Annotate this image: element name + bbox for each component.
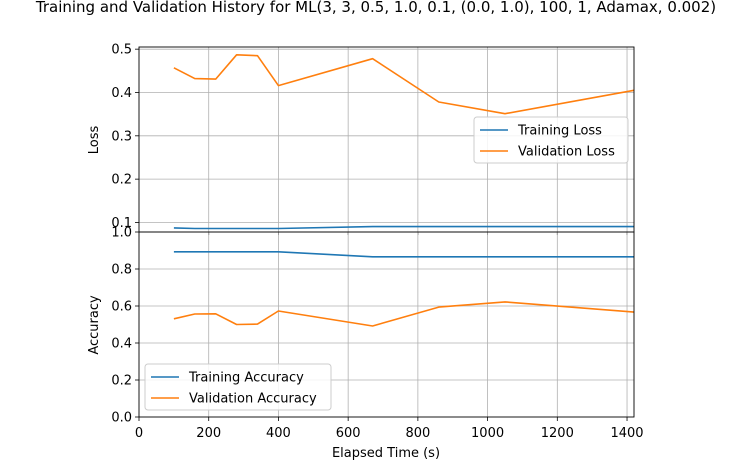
loss-legend-entry: Training Loss	[517, 124, 602, 139]
x-tick-label: 0	[135, 426, 143, 441]
loss-panel: 0.1 0.2 0.3 0.4 0.5 Loss Training Loss Valida…	[87, 43, 635, 235]
x-tick-label: 800	[405, 426, 430, 441]
loss-y-axis-label: Loss	[87, 126, 102, 155]
loss-y-tick-label: 0.1	[111, 216, 132, 231]
acc-y-tick-label: 0.0	[111, 411, 132, 426]
acc-y-tick-label: 0.4	[111, 337, 132, 352]
loss-y-tick-label: 0.3	[111, 129, 132, 144]
x-tick-label: 600	[336, 426, 361, 441]
x-tick-label: 200	[196, 426, 221, 441]
accuracy-legend: Training Accuracy Validation Accuracy	[144, 363, 332, 411]
loss-legend: Training Loss Validation Loss	[473, 116, 629, 164]
acc-y-tick-label: 0.2	[111, 374, 132, 389]
x-axis-label: Elapsed Time (s)	[332, 446, 440, 460]
acc-y-tick-label: 0.8	[111, 263, 132, 278]
acc-plot-frame	[138, 231, 635, 418]
loss-line-training-loss	[173, 225, 634, 230]
x-tick-label: 1200	[541, 426, 574, 441]
x-tick-label: 1400	[610, 426, 643, 441]
accuracy-y-axis-label: Accuracy	[87, 295, 102, 355]
acc-legend-entry: Training Accuracy	[188, 371, 304, 386]
acc-y-tick-label: 0.6	[111, 300, 132, 315]
acc-legend-entry: Validation Accuracy	[189, 392, 317, 407]
x-tick-label: 400	[266, 426, 291, 441]
accuracy-series-lines	[173, 251, 635, 327]
acc-line-training-accuracy	[173, 251, 634, 258]
loss-y-tick-label: 0.4	[111, 86, 132, 101]
loss-legend-box	[473, 116, 629, 164]
x-tick-label: 1000	[471, 426, 504, 441]
accuracy-axes: 0.0 0.2 0.4 0.6 0.8 1.0 0 200 400 600 800 1000 1200 1…	[111, 226, 643, 442]
loss-line-validation-loss	[173, 53, 635, 115]
loss-y-tick-label: 0.5	[111, 43, 132, 58]
acc-legend-box	[144, 363, 332, 411]
accuracy-panel: 0.0 0.2 0.4 0.6 0.8 1.0 0 200 400 600 800 1000 1200 1…	[87, 226, 644, 460]
loss-y-tick-label: 0.2	[111, 173, 132, 188]
figure-title: Training and Validation History for ML(3…	[35, 0, 716, 16]
acc-line-validation-accuracy	[173, 301, 635, 327]
acc-y-tick-label: 1.0	[111, 226, 132, 241]
loss-series-lines	[173, 53, 635, 230]
loss-legend-entry: Validation Loss	[518, 145, 615, 160]
